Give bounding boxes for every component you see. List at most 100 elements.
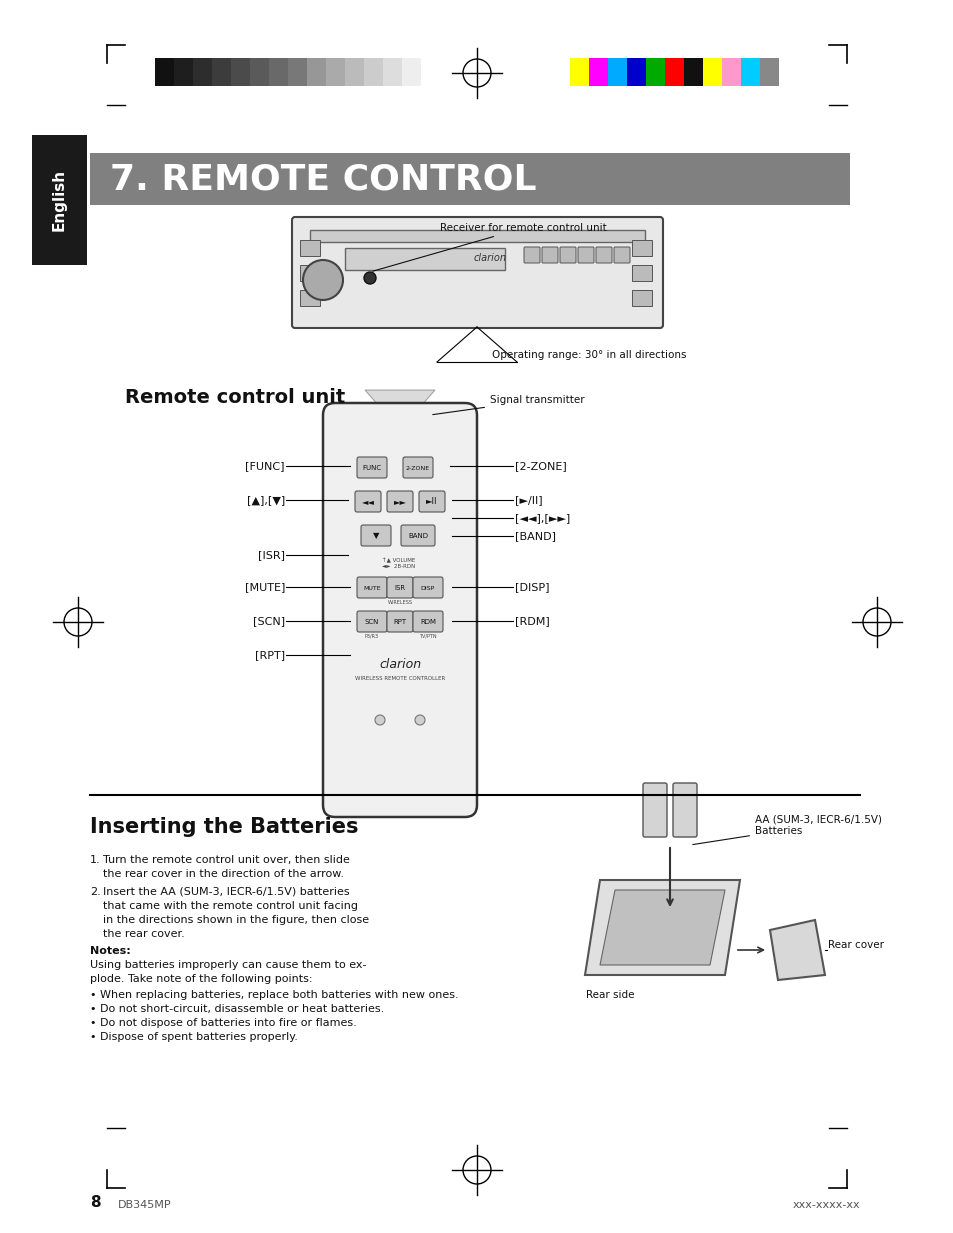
Bar: [231, 58, 250, 86]
Text: [DISP]: [DISP]: [515, 582, 549, 592]
Text: plode. Take note of the following points:: plode. Take note of the following points…: [90, 974, 313, 984]
Text: [MUTE]: [MUTE]: [244, 582, 285, 592]
Bar: [345, 58, 364, 86]
Bar: [702, 58, 721, 86]
Circle shape: [303, 260, 343, 300]
Text: • Do not dispose of batteries into fire or flames.: • Do not dispose of batteries into fire …: [90, 1018, 356, 1028]
Text: Notes:: Notes:: [90, 946, 131, 956]
Bar: [299, 290, 319, 306]
FancyBboxPatch shape: [541, 247, 558, 263]
Bar: [173, 58, 193, 86]
Text: Insert the AA (SUM-3, IECR-6/1.5V) batteries: Insert the AA (SUM-3, IECR-6/1.5V) batte…: [103, 887, 349, 896]
Text: ►II: ►II: [426, 497, 437, 507]
Bar: [420, 58, 439, 86]
FancyBboxPatch shape: [596, 247, 612, 263]
Text: 1.: 1.: [90, 854, 100, 866]
Text: ISR: ISR: [394, 584, 405, 591]
Text: Remote control unit: Remote control unit: [125, 388, 345, 407]
Bar: [721, 58, 740, 86]
FancyBboxPatch shape: [387, 612, 413, 633]
FancyBboxPatch shape: [323, 403, 476, 817]
Bar: [299, 265, 319, 281]
Bar: [631, 265, 651, 281]
Text: [FUNC]: [FUNC]: [245, 461, 285, 471]
Bar: [212, 58, 231, 86]
Text: AA (SUM-3, IECR-6/1.5V)
Batteries: AA (SUM-3, IECR-6/1.5V) Batteries: [692, 814, 882, 845]
Bar: [310, 231, 644, 242]
Text: RDM: RDM: [419, 619, 436, 625]
Text: Signal transmitter: Signal transmitter: [433, 395, 584, 414]
FancyBboxPatch shape: [356, 457, 387, 478]
Polygon shape: [584, 880, 740, 975]
Text: the rear cover in the direction of the arrow.: the rear cover in the direction of the a…: [103, 869, 344, 879]
Bar: [326, 58, 345, 86]
Bar: [250, 58, 269, 86]
Bar: [588, 58, 607, 86]
FancyBboxPatch shape: [402, 457, 433, 478]
Text: [ISR]: [ISR]: [257, 550, 285, 560]
FancyBboxPatch shape: [360, 525, 391, 546]
Text: TV/PTN: TV/PTN: [418, 633, 436, 637]
Text: 2-ZONE: 2-ZONE: [406, 466, 430, 471]
Text: [BAND]: [BAND]: [515, 531, 556, 541]
Bar: [382, 58, 401, 86]
Bar: [364, 58, 382, 86]
Text: in the directions shown in the figure, then close: in the directions shown in the figure, t…: [103, 915, 369, 925]
FancyBboxPatch shape: [387, 577, 413, 598]
Bar: [631, 240, 651, 256]
Bar: [299, 240, 319, 256]
Bar: [288, 58, 307, 86]
Text: [SCN]: [SCN]: [253, 616, 285, 626]
Circle shape: [375, 715, 385, 725]
Text: DB345MP: DB345MP: [118, 1200, 172, 1210]
FancyBboxPatch shape: [578, 247, 594, 263]
Text: [2-ZONE]: [2-ZONE]: [515, 461, 566, 471]
Text: DISP: DISP: [420, 586, 435, 591]
FancyBboxPatch shape: [400, 525, 435, 546]
FancyBboxPatch shape: [614, 247, 629, 263]
Text: FUNC: FUNC: [362, 465, 381, 471]
Bar: [401, 58, 420, 86]
Bar: [90, 153, 849, 205]
Text: English: English: [51, 169, 67, 231]
FancyBboxPatch shape: [559, 247, 576, 263]
Bar: [683, 58, 702, 86]
Circle shape: [364, 272, 375, 284]
FancyBboxPatch shape: [355, 491, 380, 512]
Bar: [345, 248, 504, 270]
Text: Inserting the Batteries: Inserting the Batteries: [90, 817, 358, 837]
Text: Receiver for remote control unit: Receiver for remote control unit: [373, 223, 606, 271]
Bar: [269, 58, 288, 86]
Text: clarion: clarion: [378, 658, 420, 672]
FancyBboxPatch shape: [523, 247, 539, 263]
Text: ▼: ▼: [373, 531, 379, 540]
Text: WIRELESS REMOTE CONTROLLER: WIRELESS REMOTE CONTROLLER: [355, 676, 445, 681]
Text: [RPT]: [RPT]: [254, 650, 285, 660]
FancyBboxPatch shape: [387, 491, 413, 512]
Text: Rear side: Rear side: [585, 990, 634, 1000]
FancyBboxPatch shape: [418, 491, 444, 512]
Polygon shape: [599, 890, 724, 965]
Bar: [664, 58, 683, 86]
Bar: [760, 58, 779, 86]
Polygon shape: [769, 920, 824, 980]
Bar: [740, 58, 760, 86]
FancyBboxPatch shape: [356, 612, 387, 633]
Text: RPT: RPT: [393, 619, 406, 625]
Text: MUTE: MUTE: [363, 586, 380, 591]
Text: the rear cover.: the rear cover.: [103, 928, 185, 940]
Bar: [154, 58, 173, 86]
Bar: [645, 58, 664, 86]
Text: SCN: SCN: [364, 619, 378, 625]
Text: Turn the remote control unit over, then slide: Turn the remote control unit over, then …: [103, 854, 350, 866]
Text: [RDM]: [RDM]: [515, 616, 549, 626]
Bar: [631, 290, 651, 306]
Text: that came with the remote control unit facing: that came with the remote control unit f…: [103, 901, 357, 911]
Text: [▲],[▼]: [▲],[▼]: [247, 494, 285, 506]
Text: WIRELESS: WIRELESS: [387, 600, 412, 605]
Text: P3/R3: P3/R3: [365, 633, 378, 637]
FancyBboxPatch shape: [292, 217, 662, 328]
FancyBboxPatch shape: [356, 577, 387, 598]
Text: 2.: 2.: [90, 887, 101, 896]
Text: BAND: BAND: [408, 533, 428, 539]
